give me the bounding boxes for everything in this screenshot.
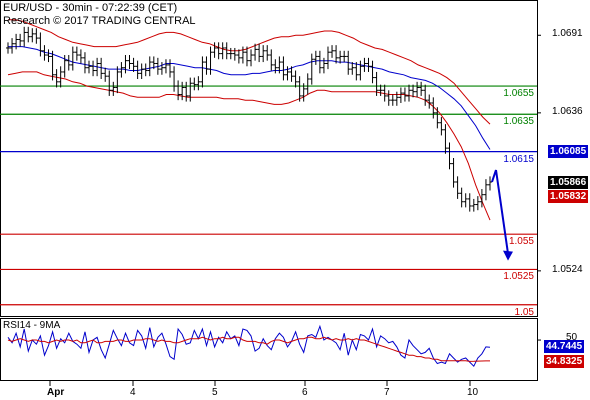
level-label: 1.0635 (503, 116, 534, 128)
price-tag: 1.05832 (548, 189, 589, 203)
chart-credit: Research © 2017 TRADING CENTRAL (3, 15, 196, 27)
x-tick-label: 10 (467, 387, 479, 398)
y-tick-label: 1.0691 (552, 28, 583, 40)
level-label: 1.0655 (503, 88, 534, 100)
level-label: 1.0525 (503, 271, 534, 283)
x-tick-label: 4 (130, 387, 136, 398)
band-bb_middle (8, 46, 491, 150)
level-label: 1.05 (514, 306, 534, 318)
y-tick-label: 1.0524 (552, 263, 583, 275)
level-label: 1.055 (508, 236, 534, 248)
x-tick-label: 5 (212, 387, 218, 398)
chart-title: EUR/USD - 30min - 07:22:39 (CET) (3, 2, 178, 14)
x-tick-label: 7 (384, 387, 390, 398)
price-tag: 1.06085 (548, 144, 589, 158)
price-panel-frame (0, 0, 538, 317)
rsi-panel-frame (0, 318, 538, 381)
band-bb_lower (7, 71, 491, 221)
rsi-y-tick-label: 50 (566, 332, 578, 344)
forecast-arrow-shaft (495, 169, 509, 254)
level-label: 1.0615 (503, 153, 534, 165)
y-tick-label: 1.0636 (552, 105, 583, 117)
band-bb_upper (8, 19, 491, 125)
rsi-title: RSI14 - 9MA (3, 320, 61, 331)
forecast-arrow-head (503, 250, 513, 261)
rsi-tag: 44.7445 (544, 340, 585, 354)
x-tick-label: Apr (47, 387, 65, 398)
rsi-tag: 34.8325 (544, 355, 585, 369)
rsi-series-MA9 (7, 336, 490, 362)
x-tick-label: 6 (302, 387, 308, 398)
rsi-series-RSI14 (7, 324, 491, 368)
price-tag: 1.05866 (548, 175, 589, 189)
